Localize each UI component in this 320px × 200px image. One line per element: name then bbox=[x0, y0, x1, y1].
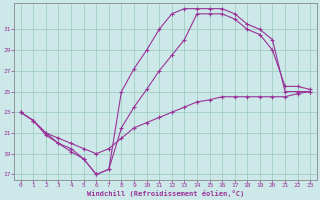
X-axis label: Windchill (Refroidissement éolien,°C): Windchill (Refroidissement éolien,°C) bbox=[87, 190, 244, 197]
